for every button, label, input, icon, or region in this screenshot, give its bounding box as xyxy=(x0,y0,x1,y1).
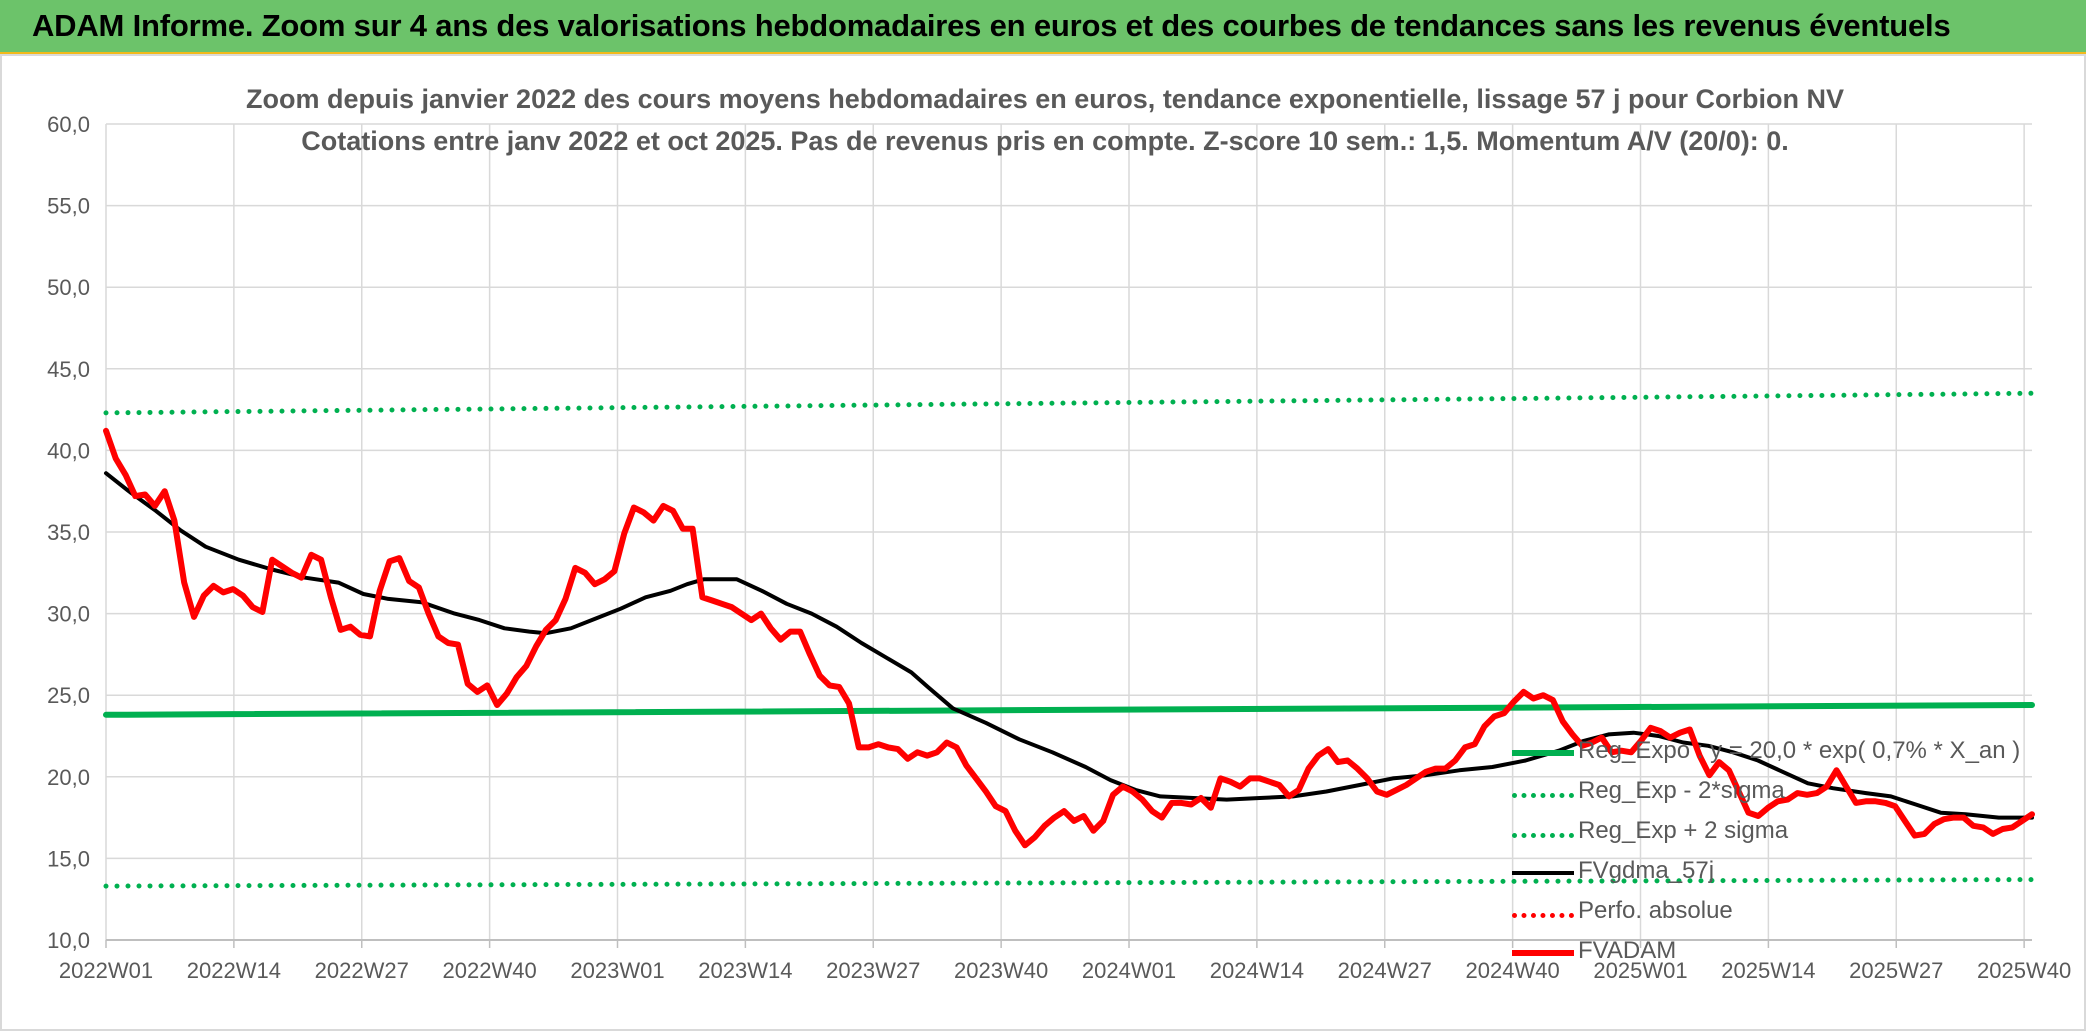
line-chart: 10,0 15,0 20,0 25,0 30,0 35,0 40,0 45,0 50,0 55,0… xyxy=(47,112,2071,983)
series-line-5 xyxy=(103,427,2035,849)
y-tick-label: 30,0 xyxy=(47,602,90,627)
legend-item: FVADAM xyxy=(1512,933,2012,973)
chart-subtitle: Cotations entre janv 2022 et oct 2025. P… xyxy=(301,126,1789,156)
legend-swatch xyxy=(1512,871,1574,875)
legend-label: Reg_Expo : y = 20,0 * exp( 0,7% * X_an ) xyxy=(1578,737,2021,764)
y-tick-label: 35,0 xyxy=(47,520,90,545)
x-tick-label: 2022W40 xyxy=(443,958,537,983)
y-tick-label: 45,0 xyxy=(47,357,90,382)
legend-item: Reg_Expo : y = 20,0 * exp( 0,7% * X_an ) xyxy=(1512,733,2020,773)
y-tick-label: 50,0 xyxy=(47,275,90,300)
y-tick-label: 10,0 xyxy=(47,928,90,953)
x-tick-label: 2023W14 xyxy=(698,958,792,983)
legend-item: Reg_Exp - 2*sigma xyxy=(1512,773,2012,813)
series-line-1 xyxy=(103,877,2035,889)
legend-label: FVADAM xyxy=(1578,937,1677,964)
x-tick-label: 2024W27 xyxy=(1338,958,1432,983)
x-tick-label: 2025W01 xyxy=(1593,958,1687,983)
x-tick-label: 2024W14 xyxy=(1210,958,1304,983)
legend-swatch xyxy=(1512,950,1574,956)
report-banner: ADAM Informe. Zoom sur 4 ans des valoris… xyxy=(0,0,2086,54)
legend-item: Perfo. absolue xyxy=(1512,893,2012,933)
x-tick-label: 2023W40 xyxy=(954,958,1048,983)
y-tick-label: 15,0 xyxy=(47,846,90,871)
chart-frame: 10,0 15,0 20,0 25,0 30,0 35,0 40,0 45,0 50,0 55,0… xyxy=(0,54,2086,1031)
legend-label: Reg_Exp - 2*sigma xyxy=(1578,777,1785,804)
series-line-3 xyxy=(104,471,2034,820)
y-tick-label: 40,0 xyxy=(47,438,90,463)
legend-item: Reg_Exp + 2 sigma xyxy=(1512,813,2012,853)
legend-item: FVgdma_57j xyxy=(1512,853,2012,893)
legend-label: FVgdma_57j xyxy=(1578,857,1715,884)
x-tick-label: 2022W01 xyxy=(59,958,153,983)
legend-swatch xyxy=(1512,793,1574,798)
legend-label: Reg_Exp + 2 sigma xyxy=(1578,817,1789,844)
y-tick-label: 60,0 xyxy=(47,112,90,137)
x-axis: 2022W01 2022W14 2022W27 2022W40 2023W01 2023W… xyxy=(59,939,2071,983)
grid xyxy=(105,123,2032,941)
y-tick-label: 20,0 xyxy=(47,765,90,790)
x-tick-label: 2025W14 xyxy=(1721,958,1815,983)
chart-title: Zoom depuis janvier 2022 des cours moyen… xyxy=(246,84,1844,114)
y-tick-label: 25,0 xyxy=(47,683,90,708)
x-tick-label: 2023W01 xyxy=(570,958,664,983)
series-line-0 xyxy=(103,702,2035,718)
series-line-2 xyxy=(103,390,2035,416)
x-tick-label: 2025W27 xyxy=(1849,958,1943,983)
x-tick-label: 2024W01 xyxy=(1082,958,1176,983)
y-tick-label: 55,0 xyxy=(47,194,90,219)
series-group xyxy=(103,390,2035,889)
x-tick-label: 2022W14 xyxy=(187,958,281,983)
report-title: ADAM Informe. Zoom sur 4 ans des valoris… xyxy=(32,8,1951,43)
x-tick-label: 2022W27 xyxy=(315,958,409,983)
legend-label: Perfo. absolue xyxy=(1578,897,1733,924)
legend-swatch xyxy=(1512,833,1574,838)
x-tick-label: 2025W40 xyxy=(1977,958,2071,983)
x-tick-label: 2024W40 xyxy=(1466,958,1560,983)
legend-swatch xyxy=(1512,913,1574,918)
x-tick-label: 2023W27 xyxy=(826,958,920,983)
y-axis: 10,0 15,0 20,0 25,0 30,0 35,0 40,0 45,0 50,0 55,0… xyxy=(47,112,90,953)
legend-swatch xyxy=(1512,750,1574,756)
